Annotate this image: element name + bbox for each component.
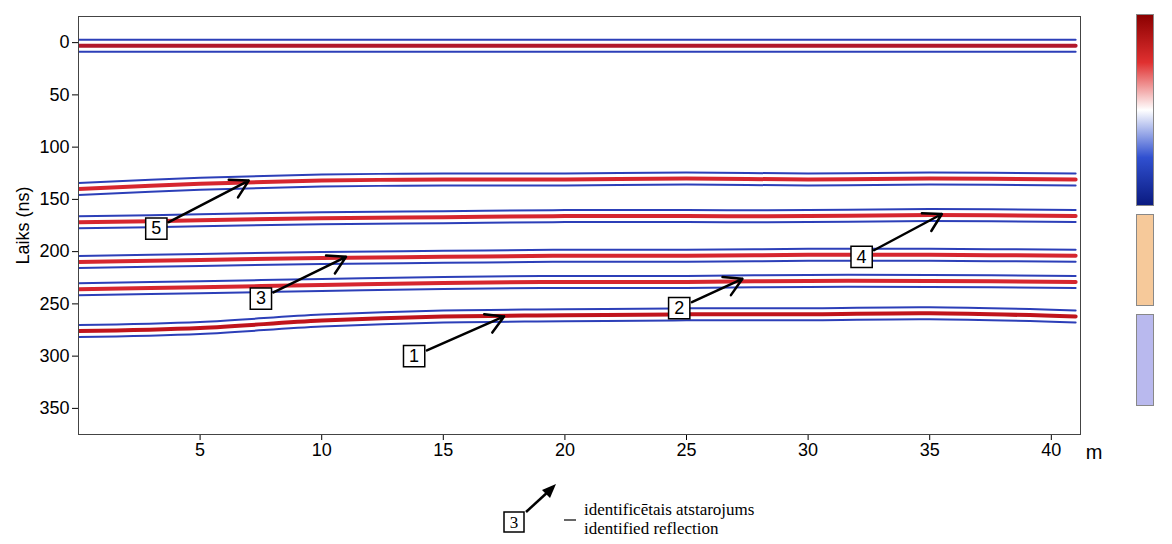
svg-text:1: 1 xyxy=(409,346,419,366)
svg-text:15: 15 xyxy=(433,440,453,460)
svg-text:Laiks (ns): Laiks (ns) xyxy=(13,186,33,264)
html-text:identificētais atstarojums: identificētais atstarojums xyxy=(584,500,755,519)
svg-text:2: 2 xyxy=(674,298,684,318)
svg-text:150: 150 xyxy=(39,189,69,209)
svg-text:30: 30 xyxy=(798,440,818,460)
svg-text:100: 100 xyxy=(39,137,69,157)
svg-text:10: 10 xyxy=(312,440,332,460)
svg-text:50: 50 xyxy=(49,85,69,105)
svg-text:25: 25 xyxy=(676,440,696,460)
svg-text:0: 0 xyxy=(59,32,69,52)
svg-text:m: m xyxy=(1086,441,1103,463)
svg-text:200: 200 xyxy=(39,241,69,261)
html-text:identified reflection: identified reflection xyxy=(584,519,719,538)
svg-text:35: 35 xyxy=(920,440,940,460)
svg-text:3: 3 xyxy=(256,288,266,308)
svg-text:40: 40 xyxy=(1041,440,1061,460)
svg-text:350: 350 xyxy=(39,398,69,418)
svg-text:3: 3 xyxy=(510,513,519,532)
svg-text:300: 300 xyxy=(39,346,69,366)
svg-text:250: 250 xyxy=(39,294,69,314)
svg-text:5: 5 xyxy=(151,218,161,238)
svg-text:20: 20 xyxy=(555,440,575,460)
svg-text:4: 4 xyxy=(857,247,867,267)
svg-text:5: 5 xyxy=(195,440,205,460)
